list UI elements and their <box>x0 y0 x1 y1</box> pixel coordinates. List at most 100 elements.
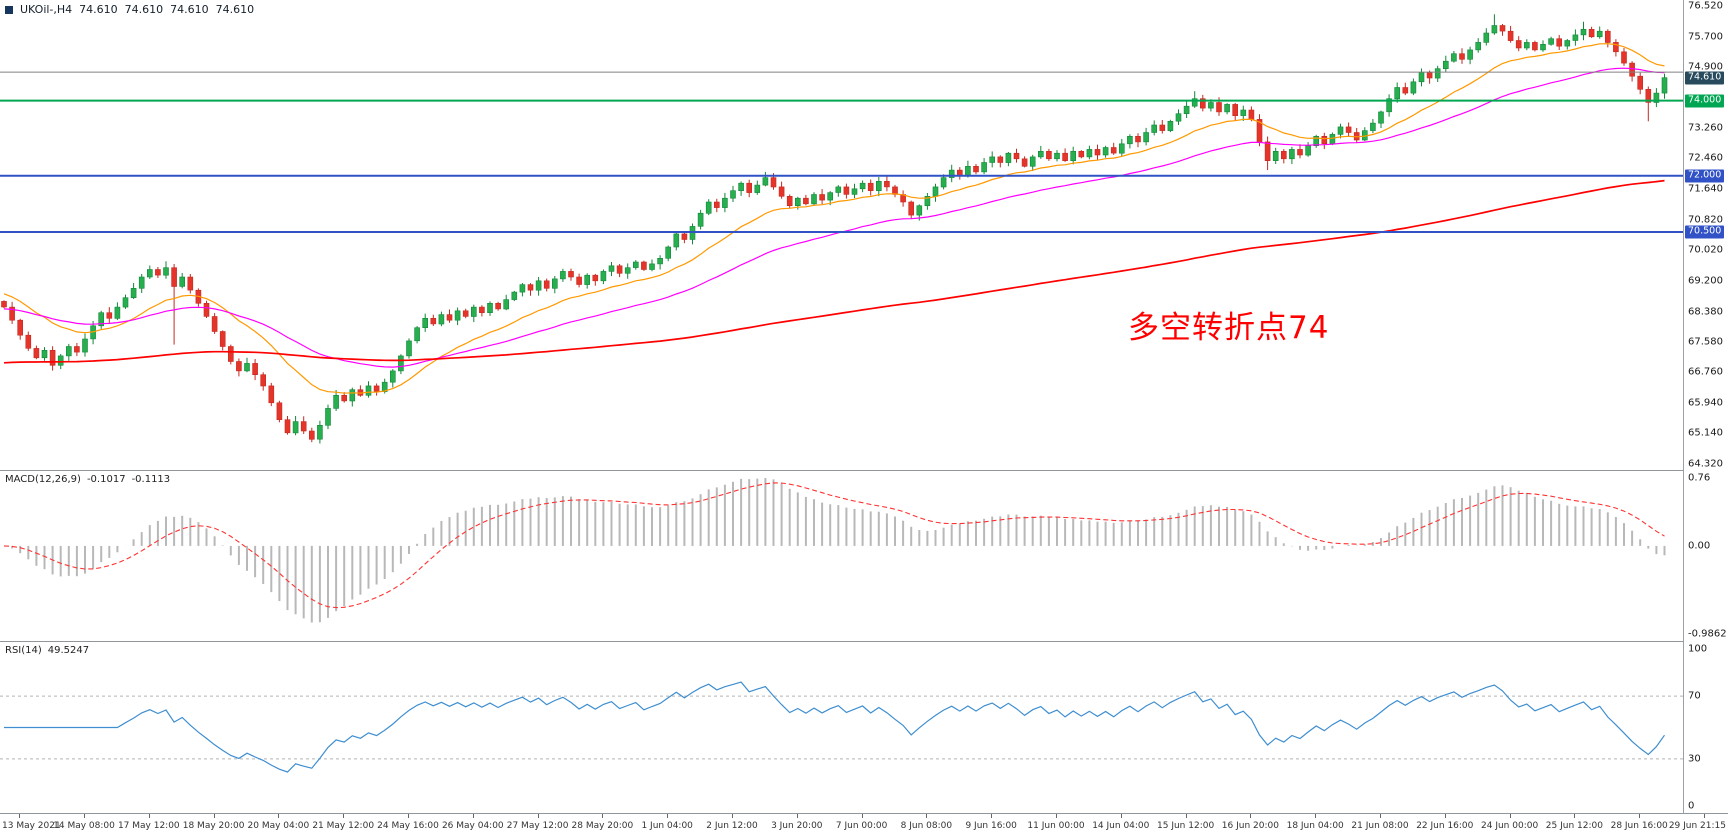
time-tick <box>472 814 474 818</box>
candlestick-canvas[interactable] <box>0 0 1683 470</box>
candle <box>244 363 250 372</box>
current-price-badge: 74.610 <box>1685 71 1725 85</box>
price-scale-label: 71.640 <box>1688 183 1723 195</box>
candle <box>794 197 801 206</box>
price-scale-label: 68.380 <box>1688 306 1723 318</box>
macd-canvas[interactable] <box>0 471 1683 641</box>
macd-scale-label: 0.00 <box>1688 540 1711 552</box>
rsi-scale-label: 30 <box>1688 753 1701 765</box>
time-tick <box>1639 814 1641 818</box>
rsi-line <box>4 681 1665 773</box>
candle <box>738 182 744 191</box>
time-label: 26 May 04:00 <box>441 821 504 831</box>
time-label: 9 Jun 16:00 <box>965 821 1017 831</box>
macd-pane[interactable]: MACD(12,26,9) -0.1017 -0.1113 <box>0 470 1728 641</box>
rsi-label: RSI(14) 49.5247 <box>5 645 89 656</box>
candle <box>1467 49 1473 60</box>
bar-close-value: 74.610 <box>215 3 255 16</box>
candle <box>908 201 915 216</box>
candle <box>1143 132 1149 143</box>
candle <box>770 177 777 188</box>
candle <box>33 348 40 359</box>
candle <box>1532 42 1538 51</box>
time-tick <box>1250 814 1252 818</box>
candle <box>1629 62 1635 77</box>
time-tick <box>84 814 85 818</box>
green-level-badge: 74.000 <box>1685 94 1725 108</box>
ma-fast-line <box>3 43 1665 394</box>
candle <box>228 346 234 362</box>
candle <box>600 271 607 282</box>
candle <box>511 291 518 300</box>
candle <box>138 276 145 289</box>
price-scale-label: 64.320 <box>1688 458 1723 470</box>
candle <box>624 267 631 274</box>
candle <box>1224 104 1230 113</box>
candle <box>1127 136 1133 145</box>
candle <box>551 278 558 289</box>
rsi-canvas[interactable] <box>0 642 1683 813</box>
candle <box>641 261 647 270</box>
candle <box>616 265 623 274</box>
price-pane[interactable]: UKOil-,H4 74.610 74.610 74.610 74.610 多空… <box>0 0 1728 470</box>
candle <box>1637 75 1643 90</box>
candle <box>1086 149 1093 158</box>
time-tick <box>796 814 798 818</box>
candle <box>1216 102 1222 113</box>
candle <box>487 302 493 313</box>
price-scale-label: 70.820 <box>1688 214 1723 226</box>
rsi-pane[interactable]: RSI(14) 49.5247 <box>0 641 1728 813</box>
candle <box>1451 53 1457 62</box>
candle <box>1613 42 1619 53</box>
candle <box>1070 151 1076 162</box>
candle <box>252 363 258 375</box>
candle <box>535 280 542 291</box>
candle <box>1645 89 1652 103</box>
candle <box>430 317 437 325</box>
price-scale-label: 65.940 <box>1688 397 1723 409</box>
candle <box>875 181 882 192</box>
candle <box>155 269 161 276</box>
candle <box>163 267 169 276</box>
macd-signal-line <box>3 482 1665 609</box>
candle <box>147 269 153 278</box>
candle <box>1386 98 1392 113</box>
candle <box>470 306 477 317</box>
time-tick <box>926 814 928 818</box>
candle <box>1329 134 1336 145</box>
time-tick <box>1574 814 1576 818</box>
time-tick <box>213 814 215 818</box>
time-label: 8 Jun 08:00 <box>900 821 953 831</box>
candle <box>25 334 32 349</box>
time-tick <box>343 814 345 818</box>
time-label: 24 Jun 00:00 <box>1481 821 1539 831</box>
candle <box>187 276 194 291</box>
price-scale[interactable]: 76.520 75.700 74.900 73.260 72.460 71.640 70.8… <box>1684 0 1728 813</box>
candle <box>203 302 210 317</box>
candle <box>1046 151 1052 160</box>
candle <box>9 306 15 321</box>
time-label: 11 Jun 00:00 <box>1027 821 1085 831</box>
time-tick <box>19 814 21 818</box>
candle <box>1281 151 1287 160</box>
candle <box>1475 42 1481 51</box>
time-label: 14 May 08:00 <box>53 821 115 831</box>
candle <box>811 194 817 205</box>
candle <box>1507 30 1514 41</box>
candle <box>66 346 72 357</box>
candle <box>973 166 979 173</box>
ma-medium-line <box>3 67 1665 368</box>
candle <box>1499 25 1506 32</box>
candle <box>519 284 526 293</box>
candle <box>1321 136 1328 145</box>
candle <box>268 385 275 404</box>
candle <box>479 306 485 314</box>
candle <box>1605 30 1611 43</box>
candle <box>1191 98 1198 107</box>
candle <box>1110 147 1117 154</box>
time-axis[interactable]: 13 May 2021 14 May 08:00 17 May 12:00 18 Ma… <box>0 813 1728 836</box>
candle <box>916 205 923 216</box>
time-label: 29 Jun 21:15 <box>1668 821 1726 831</box>
candle <box>446 314 453 321</box>
price-scale-label: 72.460 <box>1688 152 1723 164</box>
